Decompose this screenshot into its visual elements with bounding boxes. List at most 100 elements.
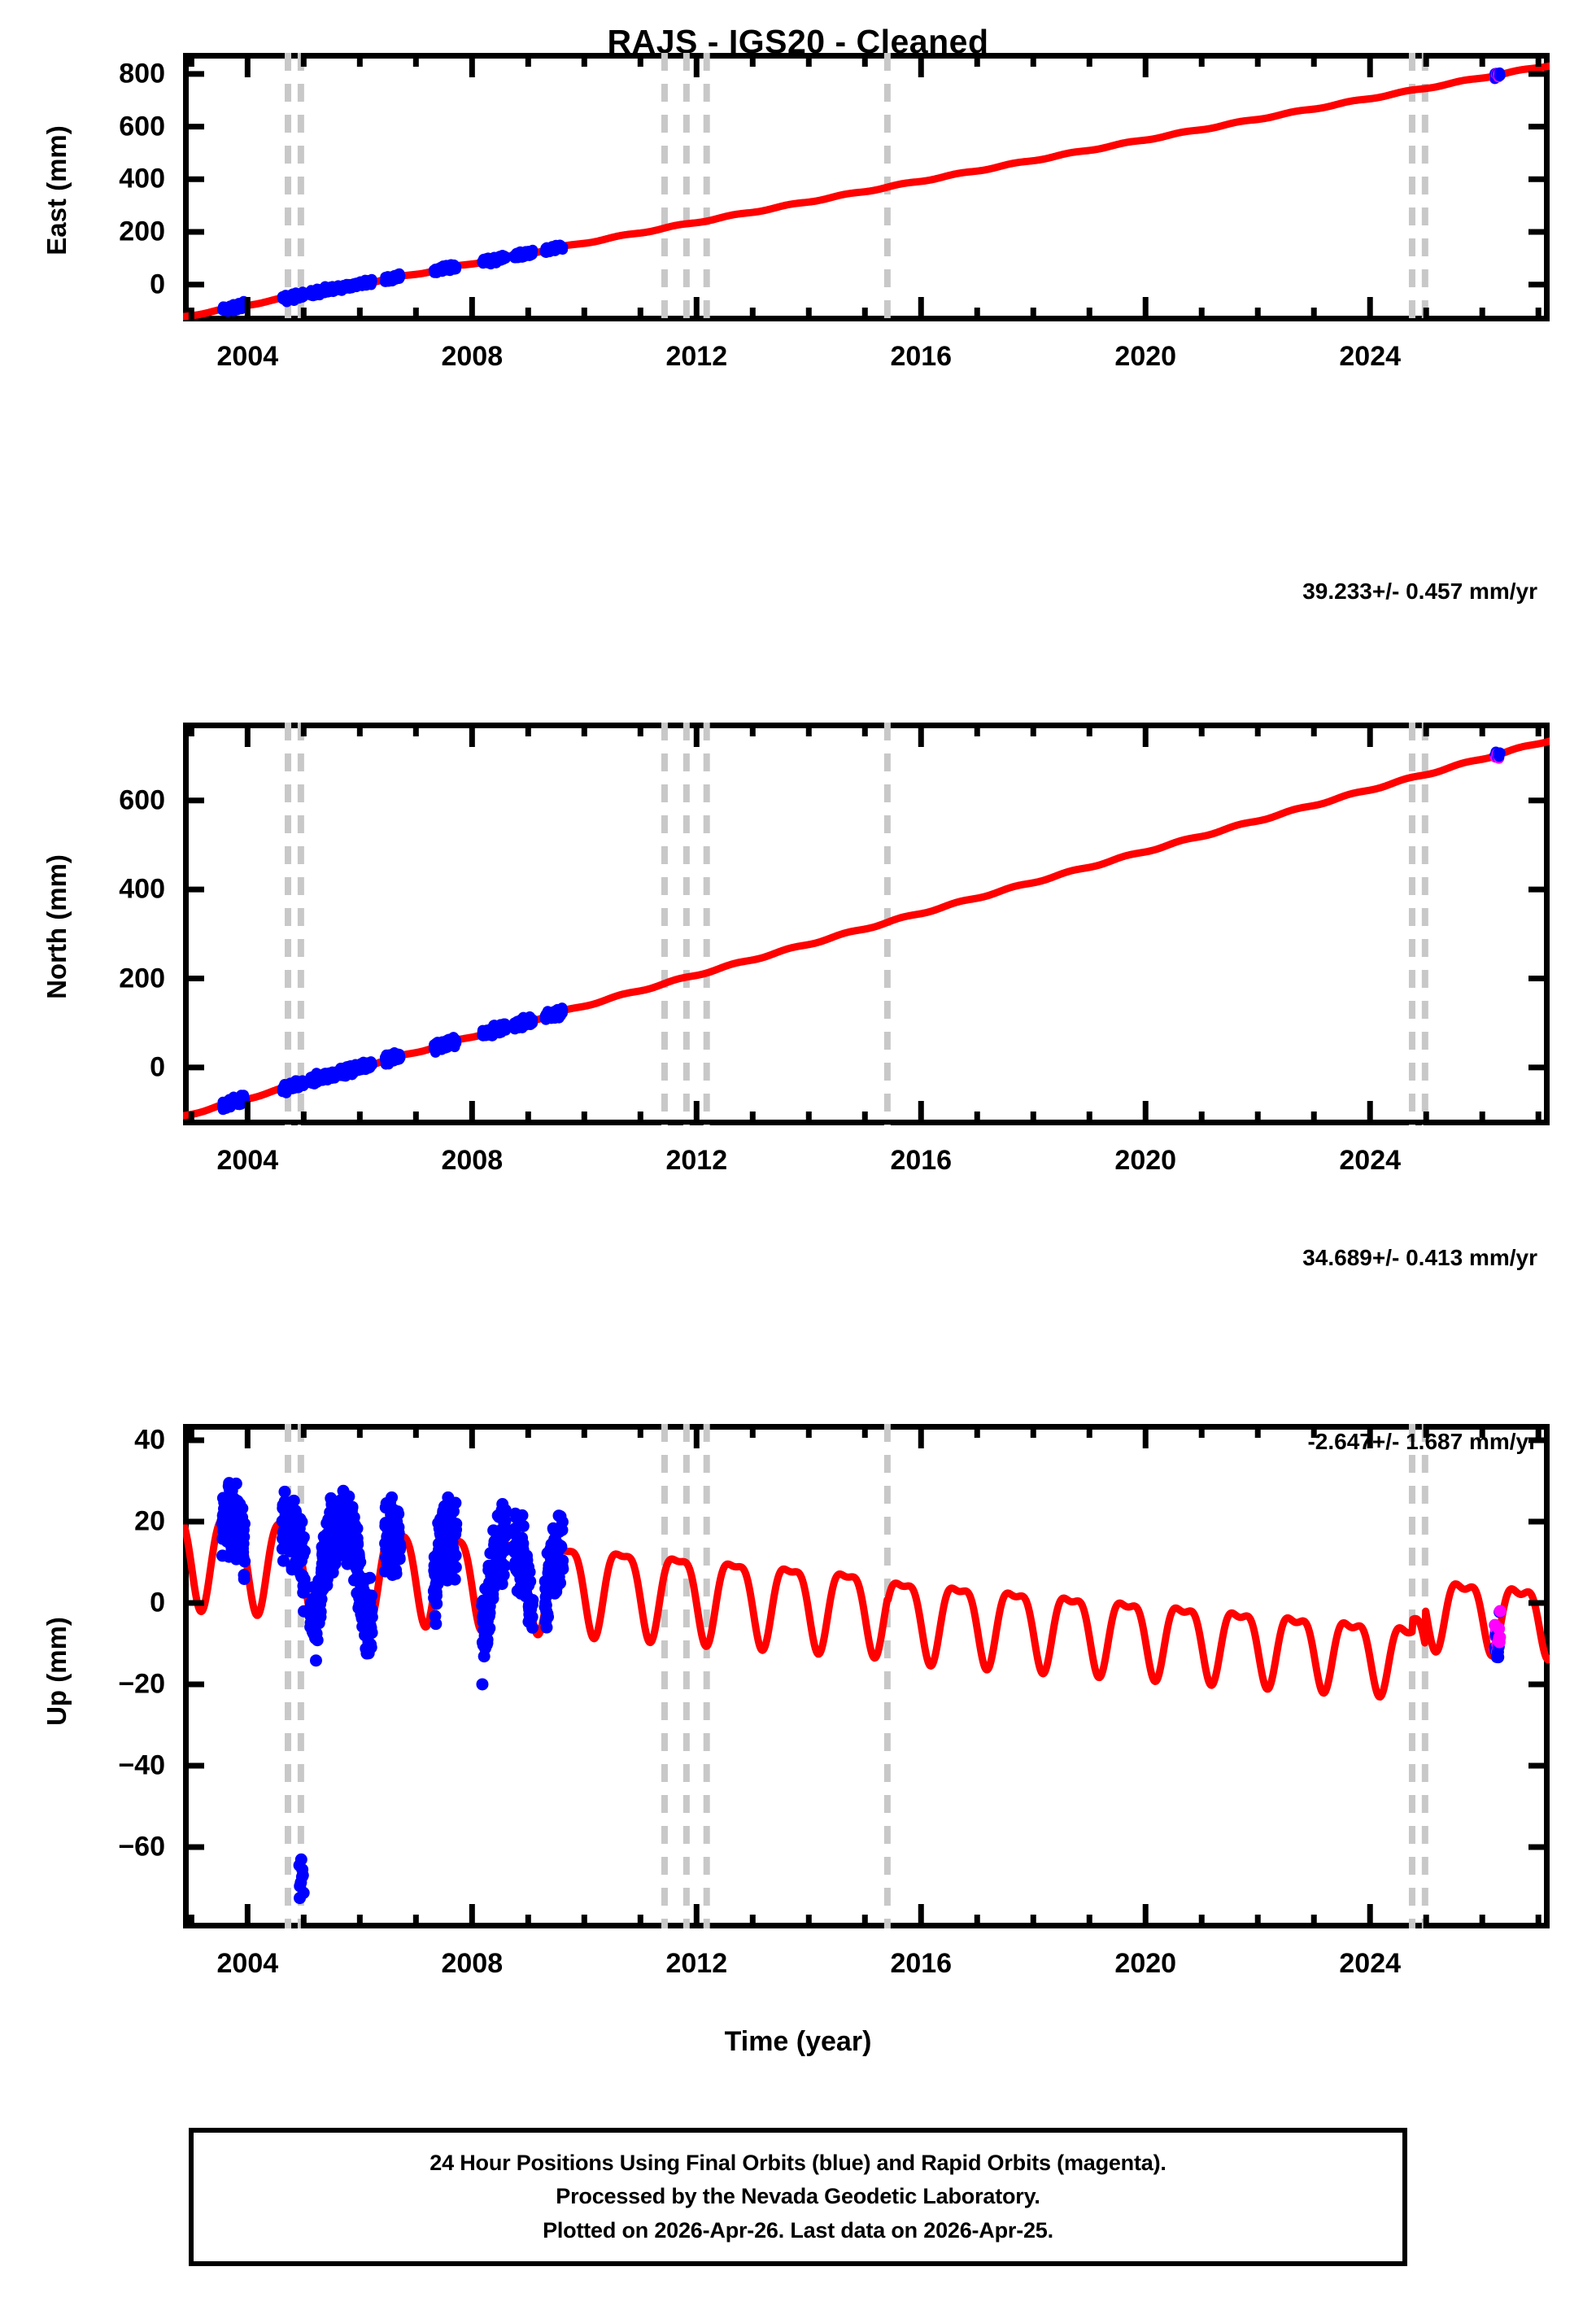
y-tick-label: 200: [119, 963, 165, 994]
data-point: [554, 1576, 567, 1589]
panel-north-plot: [183, 723, 1550, 1125]
data-point: [299, 1544, 311, 1557]
data-point: [1492, 1651, 1505, 1664]
x-tick-label: 2020: [1114, 341, 1177, 372]
data-points: [216, 1477, 1507, 1905]
x-tick-label: 2004: [216, 1145, 279, 1176]
y-tick-label: 600: [119, 784, 165, 816]
panel-north-y-label: North (mm): [41, 854, 72, 999]
data-point: [1494, 70, 1506, 81]
data-point: [486, 1592, 499, 1605]
data-point: [555, 1540, 568, 1553]
data-point: [527, 1014, 539, 1025]
data-point: [523, 1566, 536, 1579]
data-point: [366, 276, 377, 287]
data-point: [296, 1869, 309, 1882]
data-point: [526, 1593, 539, 1606]
data-point: [500, 251, 512, 263]
model-fit-line: [183, 62, 1550, 321]
x-tick-label: 2004: [216, 341, 279, 372]
data-point: [390, 1567, 403, 1580]
x-tick-label: 2020: [1114, 1145, 1177, 1176]
data-point: [542, 1610, 555, 1623]
y-tick-label: 800: [119, 58, 165, 90]
data-point: [365, 1610, 378, 1623]
data-point: [1494, 1605, 1507, 1618]
data-point: [516, 1509, 529, 1522]
data-point: [394, 1540, 407, 1553]
panel-east-plot: [183, 53, 1550, 321]
data-point: [395, 1052, 406, 1063]
data-point: [309, 1654, 322, 1667]
data-point: [483, 1622, 496, 1635]
x-tick-label: 2012: [665, 1948, 728, 1979]
footer-note-box: 24 Hour Positions Using Final Orbits (bl…: [189, 2128, 1407, 2266]
x-tick-label: 2016: [890, 1145, 953, 1176]
data-point: [449, 1561, 462, 1574]
data-point: [497, 1569, 510, 1582]
data-point: [314, 1605, 327, 1618]
data-point: [294, 1853, 307, 1866]
data-point: [556, 1515, 569, 1528]
panel-up-plot: [183, 1424, 1550, 1928]
data-point: [527, 244, 539, 255]
panel-up-rate-label: -2.647+/- 1.687 mm/yr: [1307, 1429, 1537, 1454]
data-point: [430, 1618, 443, 1631]
panel-north-rate-label: 34.689+/- 0.413 mm/yr: [1302, 1245, 1537, 1270]
footer-line-1: 24 Hour Positions Using Final Orbits (bl…: [430, 2151, 1166, 2176]
data-point: [526, 1621, 539, 1634]
x-tick-label: 2024: [1339, 1145, 1402, 1176]
x-tick-label: 2008: [441, 1145, 504, 1176]
y-tick-label: −60: [118, 1831, 165, 1863]
data-point: [1494, 1631, 1507, 1644]
data-point: [525, 1610, 539, 1623]
data-point: [557, 241, 569, 252]
x-tick-label: 2024: [1339, 341, 1402, 372]
y-tick-label: 0: [150, 1051, 165, 1083]
data-point: [499, 1514, 512, 1527]
data-point: [498, 1559, 511, 1572]
data-point: [298, 1573, 311, 1586]
x-tick-label: 2016: [890, 341, 953, 372]
data-point: [524, 1574, 537, 1588]
y-tick-label: 200: [119, 216, 165, 247]
data-point: [342, 1490, 355, 1503]
y-tick-label: 600: [119, 111, 165, 142]
data-point: [229, 1477, 242, 1490]
y-tick-label: 400: [119, 163, 165, 194]
y-tick-label: 0: [150, 269, 165, 300]
y-tick-label: 0: [150, 1587, 165, 1618]
data-point: [364, 1571, 377, 1584]
footer-line-2: Processed by the Nevada Geodetic Laborat…: [556, 2184, 1040, 2209]
data-point: [351, 1522, 364, 1535]
y-tick-label: 400: [119, 873, 165, 905]
data-point: [351, 1538, 364, 1551]
y-tick-label: 20: [134, 1505, 165, 1537]
data-point: [297, 1886, 310, 1899]
data-point: [392, 1526, 405, 1540]
data-point: [354, 1556, 367, 1569]
x-tick-label: 2012: [665, 341, 728, 372]
data-point: [364, 1641, 377, 1654]
x-axis-label: Time (year): [724, 2026, 872, 2057]
data-point: [366, 1059, 377, 1071]
data-point: [297, 1531, 310, 1544]
data-point: [451, 1037, 462, 1049]
data-point: [238, 1572, 251, 1585]
x-tick-label: 2012: [665, 1145, 728, 1176]
data-point: [499, 1544, 512, 1557]
data-point: [287, 1494, 300, 1507]
data-point: [500, 1024, 512, 1036]
data-point: [395, 270, 406, 282]
panel-up: [183, 1424, 1550, 1928]
panel-east-rate-label: 39.233+/- 0.457 mm/yr: [1302, 579, 1537, 604]
data-point: [238, 1531, 251, 1544]
data-points: [216, 746, 1506, 1116]
data-point: [448, 1573, 461, 1586]
data-point: [481, 1633, 494, 1646]
data-point: [540, 1621, 553, 1634]
panel-east: [183, 53, 1550, 321]
x-tick-label: 2004: [216, 1948, 279, 1979]
panel-north: [183, 723, 1550, 1125]
